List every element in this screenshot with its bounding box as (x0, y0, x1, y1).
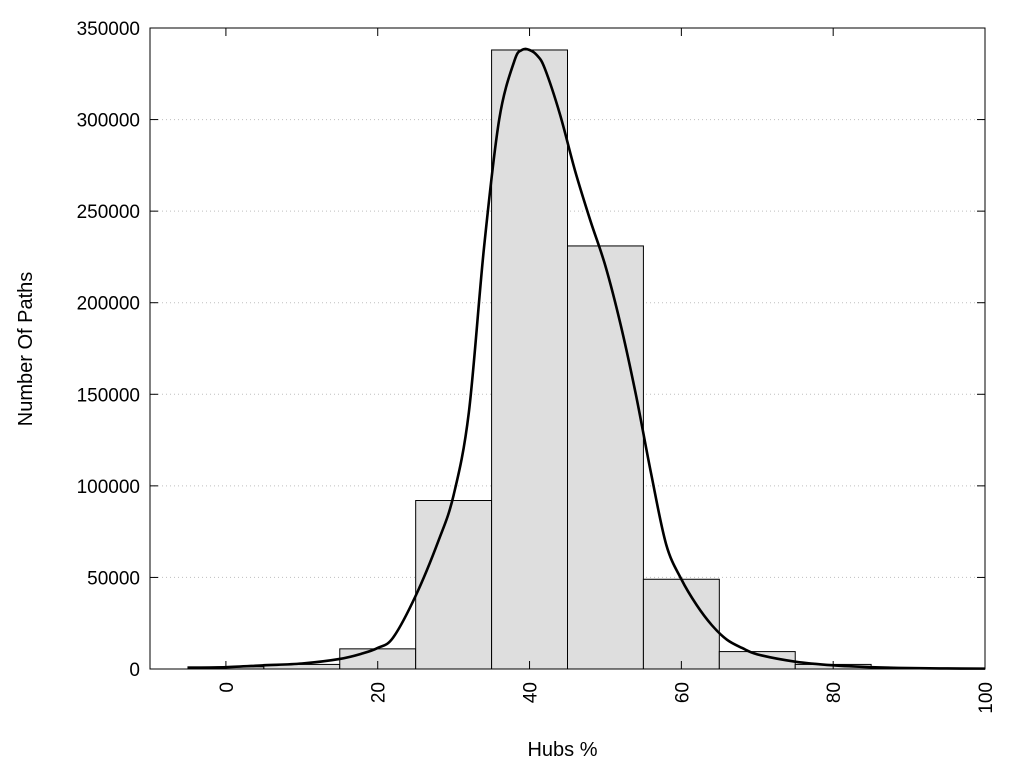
histogram-bar-6 (642, 578, 720, 670)
plot-frame (149, 27, 986, 670)
y-tick-label-3: 150000 (77, 385, 140, 406)
x-tick-label-1: 20 (369, 682, 390, 703)
x-tick-label-0: 0 (217, 682, 238, 693)
x-tick-label-4: 80 (824, 682, 845, 703)
y-tick-label-7: 350000 (77, 19, 140, 40)
x-axis-ticks: 0 20 40 60 80 100 (217, 28, 997, 714)
y-axis-title: Number Of Paths (15, 272, 37, 427)
x-tick-label-5: 100 (976, 682, 997, 714)
histogram-bar-5 (567, 245, 644, 670)
y-axis-ticks: 0 50000 100000 150000 200000 250000 300000 3500… (77, 19, 985, 681)
y-tick-label-1: 50000 (87, 568, 140, 589)
y-tick-label-2: 100000 (77, 477, 140, 498)
y-tick-label-6: 300000 (77, 111, 140, 132)
y-tick-label-5: 250000 (77, 202, 140, 223)
fit-curve-group (187, 47, 986, 670)
x-axis-title: Hubs % (527, 739, 597, 761)
x-tick-label-2: 40 (521, 682, 542, 703)
fit-curve-line (187, 47, 986, 670)
histogram-bar-3 (415, 500, 493, 670)
y-tick-label-4: 200000 (77, 294, 140, 315)
x-tick-label-3: 60 (672, 682, 693, 703)
y-tick-label-0: 0 (129, 660, 140, 681)
histogram-bars (187, 49, 948, 670)
histogram-bar-4 (491, 49, 568, 670)
